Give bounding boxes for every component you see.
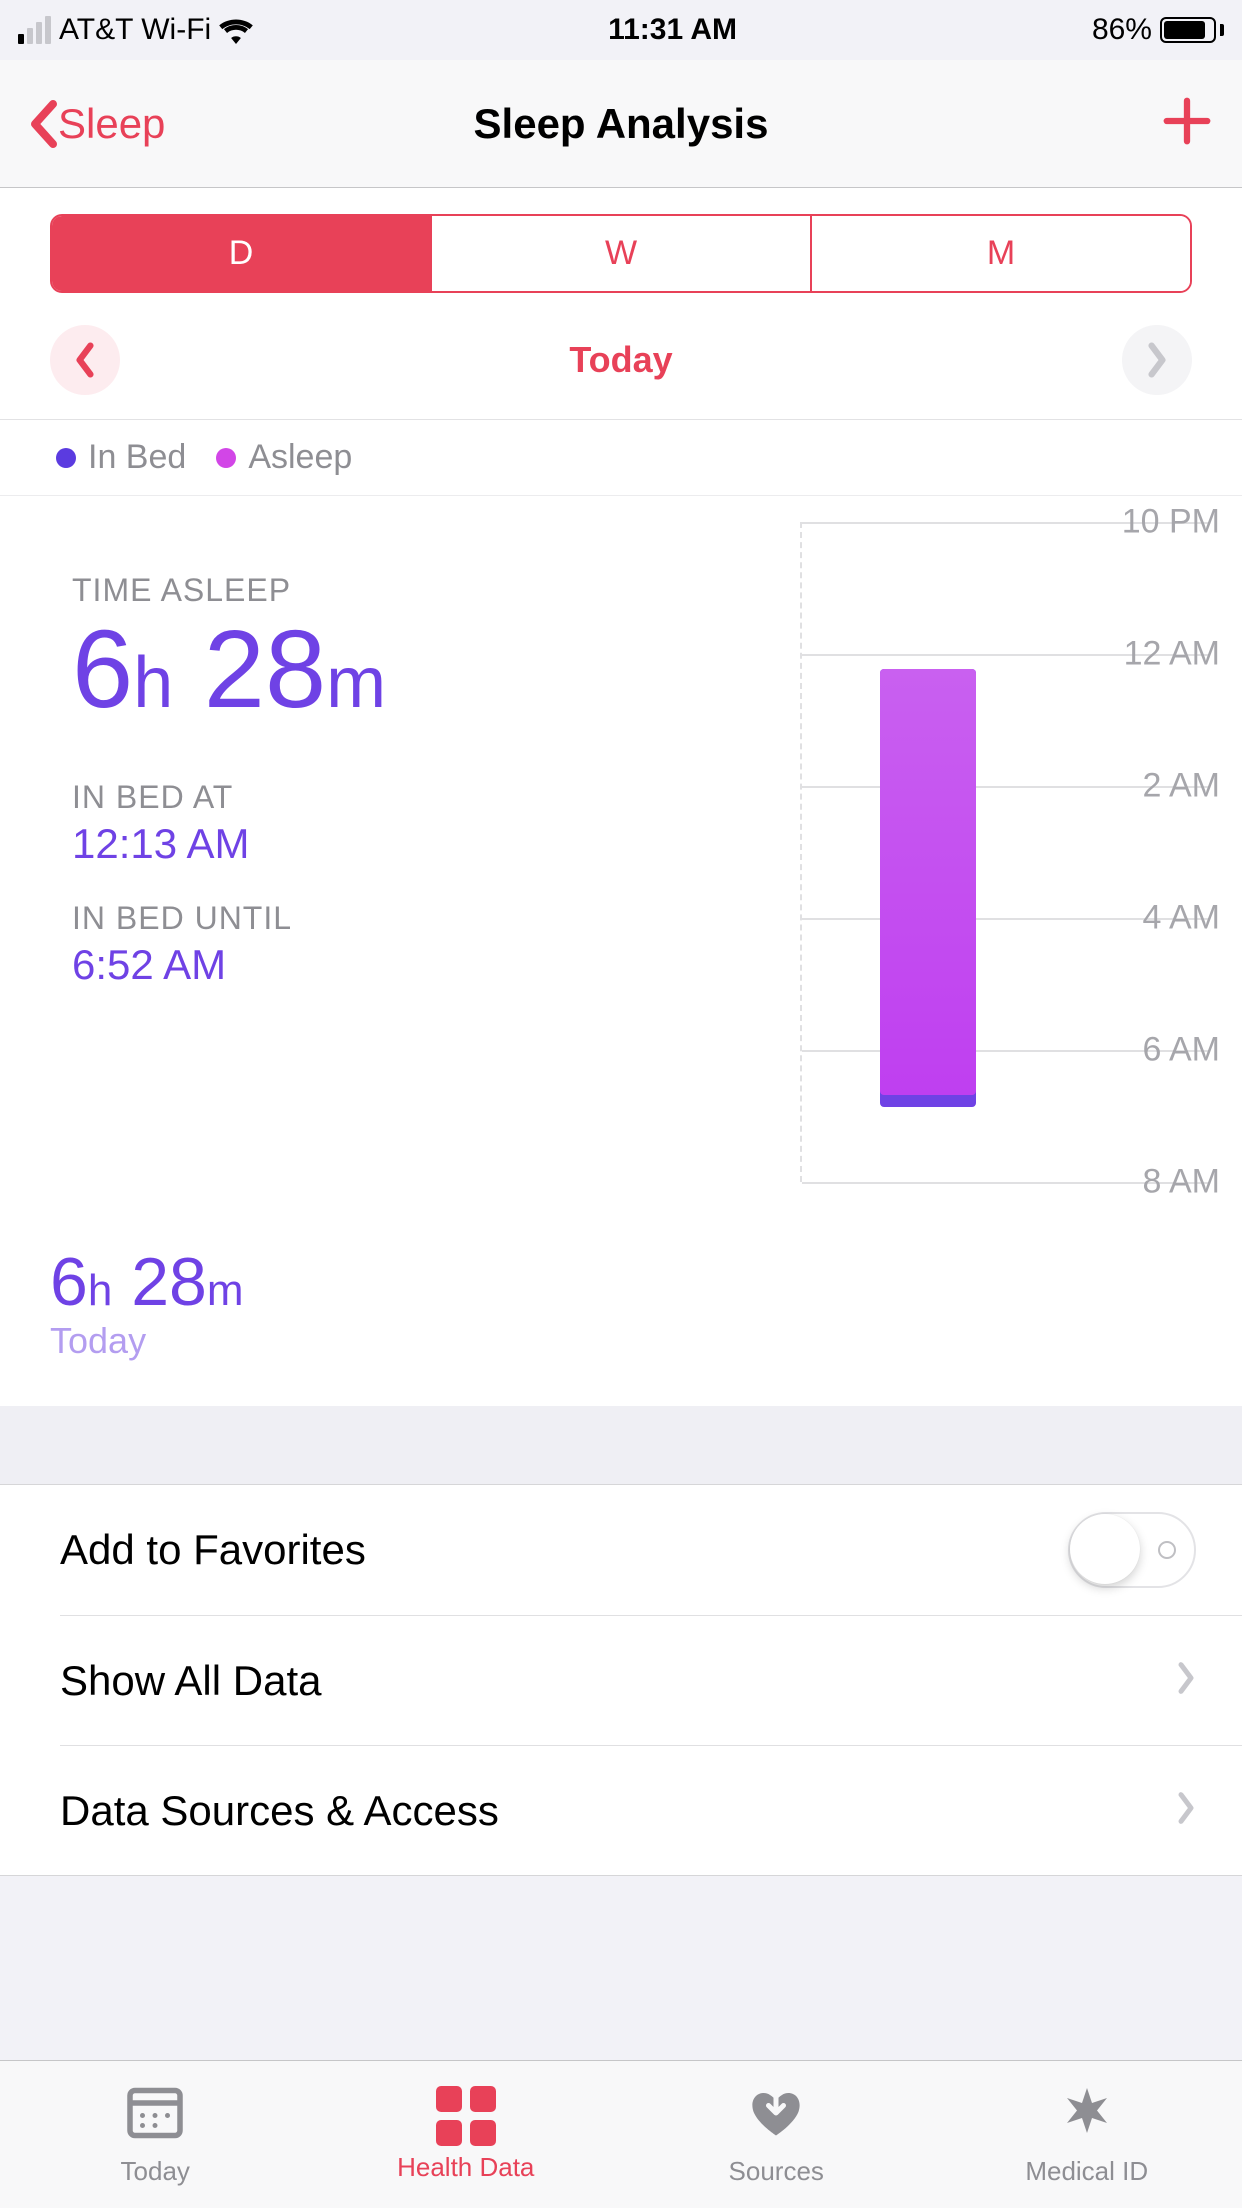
show-all-label: Show All Data (60, 1657, 321, 1705)
tab-label: Medical ID (1025, 2156, 1148, 2187)
next-day-button[interactable] (1122, 325, 1192, 395)
wifi-icon (219, 16, 253, 44)
summary: 6h 28m Today (0, 1212, 1242, 1406)
legend-dot-icon (56, 448, 76, 468)
favorites-label: Add to Favorites (60, 1526, 366, 1574)
chevron-right-icon (1176, 1787, 1196, 1835)
segment-d[interactable]: D (52, 216, 432, 291)
segment-container: DWM (0, 188, 1242, 313)
axis-label: 4 AM (1143, 899, 1220, 938)
tab-label: Health Data (397, 2152, 534, 2183)
data-panel: TIME ASLEEP 6h 28m IN BED AT 12:13 AM IN… (0, 496, 1242, 1212)
plus-icon (1160, 94, 1214, 148)
legend-label: Asleep (248, 438, 352, 477)
legend: In Bed Asleep (0, 420, 1242, 496)
status-bar: AT&T Wi-Fi 11:31 AM 86% (0, 0, 1242, 60)
in-bed-until-label: IN BED UNTIL (72, 900, 800, 937)
battery-icon (1160, 17, 1224, 43)
signal-icon (18, 16, 51, 44)
chevron-left-icon (74, 342, 96, 378)
segment-m[interactable]: M (812, 216, 1190, 291)
tab-bar: Today Health Data Sources Medical ID (0, 2060, 1242, 2208)
in-bed-until-value: 6:52 AM (72, 941, 800, 989)
in-bed-at-label: IN BED AT (72, 779, 800, 816)
tab-icon (1057, 2083, 1117, 2150)
add-button[interactable] (1160, 94, 1214, 153)
axis-label: 8 AM (1143, 1163, 1220, 1202)
data-sources-row[interactable]: Data Sources & Access (60, 1745, 1242, 1875)
clock-label: 11:31 AM (608, 13, 737, 47)
tab-medical-id[interactable]: Medical ID (932, 2061, 1242, 2208)
summary-value: 6h 28m (50, 1248, 1192, 1316)
chevron-right-icon (1176, 1657, 1196, 1705)
legend-item: In Bed (56, 438, 186, 477)
carrier-label: AT&T Wi-Fi (59, 13, 211, 47)
prev-day-button[interactable] (50, 325, 120, 395)
tab-health-data[interactable]: Health Data (311, 2061, 622, 2208)
summary-sublabel: Today (50, 1320, 1192, 1362)
nav-bar: Sleep Sleep Analysis (0, 60, 1242, 188)
axis-label: 10 PM (1122, 503, 1220, 542)
back-button[interactable]: Sleep (28, 100, 165, 148)
chart-bar-asleep (880, 669, 976, 1095)
chevron-left-icon (28, 100, 58, 148)
time-asleep-value: 6h 28m (72, 615, 800, 725)
data-sources-label: Data Sources & Access (60, 1787, 499, 1835)
tab-icon (125, 2083, 185, 2150)
axis-label: 6 AM (1143, 1031, 1220, 1070)
settings-list: Add to Favorites Show All Data Data Sour… (0, 1484, 1242, 1876)
back-label: Sleep (58, 100, 165, 148)
tab-label: Today (121, 2156, 190, 2187)
show-all-data-row[interactable]: Show All Data (60, 1615, 1242, 1745)
chevron-right-icon (1146, 342, 1168, 378)
legend-label: In Bed (88, 438, 186, 477)
favorites-toggle[interactable] (1068, 1512, 1196, 1588)
axis-label: 2 AM (1143, 767, 1220, 806)
favorites-row[interactable]: Add to Favorites (0, 1485, 1242, 1615)
legend-item: Asleep (216, 438, 352, 477)
tab-sources[interactable]: Sources (621, 2061, 932, 2208)
page-title: Sleep Analysis (0, 100, 1242, 148)
tab-icon (436, 2086, 496, 2146)
tab-label: Sources (729, 2156, 824, 2187)
date-label: Today (569, 339, 672, 381)
axis-label: 12 AM (1124, 635, 1220, 674)
battery-pct-label: 86% (1092, 13, 1152, 47)
in-bed-at-value: 12:13 AM (72, 820, 800, 868)
time-asleep-label: TIME ASLEEP (72, 572, 800, 609)
date-nav: Today (0, 313, 1242, 420)
segment-w[interactable]: W (432, 216, 812, 291)
legend-dot-icon (216, 448, 236, 468)
period-segment: DWM (50, 214, 1192, 293)
tab-icon (746, 2083, 806, 2150)
sleep-chart: 10 PM12 AM2 AM4 AM6 AM8 AM (800, 522, 1242, 1212)
tab-today[interactable]: Today (0, 2061, 311, 2208)
